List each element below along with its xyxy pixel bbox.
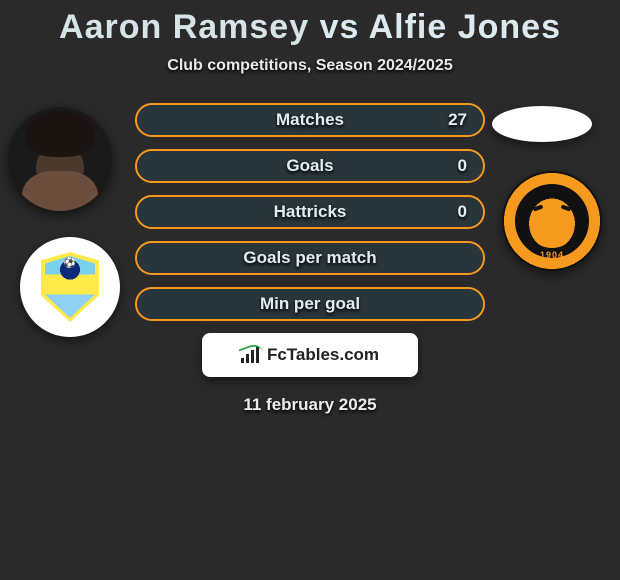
- stat-label: Matches: [276, 110, 344, 130]
- player2-club-crest: 1904: [502, 171, 602, 271]
- player2-name: Alfie Jones: [369, 8, 561, 46]
- player1-name: Aaron Ramsey: [59, 8, 309, 46]
- stat-value-right: 0: [458, 156, 467, 176]
- comparison-title: Aaron Ramsey vs Alfie Jones: [0, 0, 620, 47]
- stat-pill: Min per goal: [135, 287, 485, 321]
- vs-label: vs: [320, 8, 360, 46]
- stat-label: Goals: [286, 156, 333, 176]
- tiger-icon: [525, 194, 579, 248]
- player1-club-crest: [20, 237, 120, 337]
- stat-pill-list: Matches 27 Goals 0 Hattricks 0 Goals per match…: [135, 99, 485, 321]
- stat-value-right: 0: [458, 202, 467, 222]
- stat-pill: Goals per match: [135, 241, 485, 275]
- stat-label: Hattricks: [274, 202, 347, 222]
- crest-year: 1904: [515, 250, 589, 260]
- snapshot-date: 11 february 2025: [0, 395, 620, 415]
- barchart-icon: [241, 347, 261, 363]
- stat-label: Goals per match: [243, 248, 376, 268]
- site-badge: FcTables.com: [202, 333, 418, 377]
- stat-pill: Matches 27: [135, 103, 485, 137]
- player2-photo-placeholder: [492, 106, 592, 142]
- stat-label: Min per goal: [260, 294, 360, 314]
- shield-icon: [41, 252, 99, 322]
- stat-pill: Hattricks 0: [135, 195, 485, 229]
- subtitle: Club competitions, Season 2024/2025: [0, 57, 620, 75]
- site-name: FcTables.com: [267, 345, 379, 365]
- comparison-stage: 1904 Matches 27 Goals 0 Hattricks 0 Goals per …: [0, 99, 620, 415]
- stat-value-right: 27: [448, 110, 467, 130]
- stat-pill: Goals 0: [135, 149, 485, 183]
- player1-photo: [8, 107, 112, 211]
